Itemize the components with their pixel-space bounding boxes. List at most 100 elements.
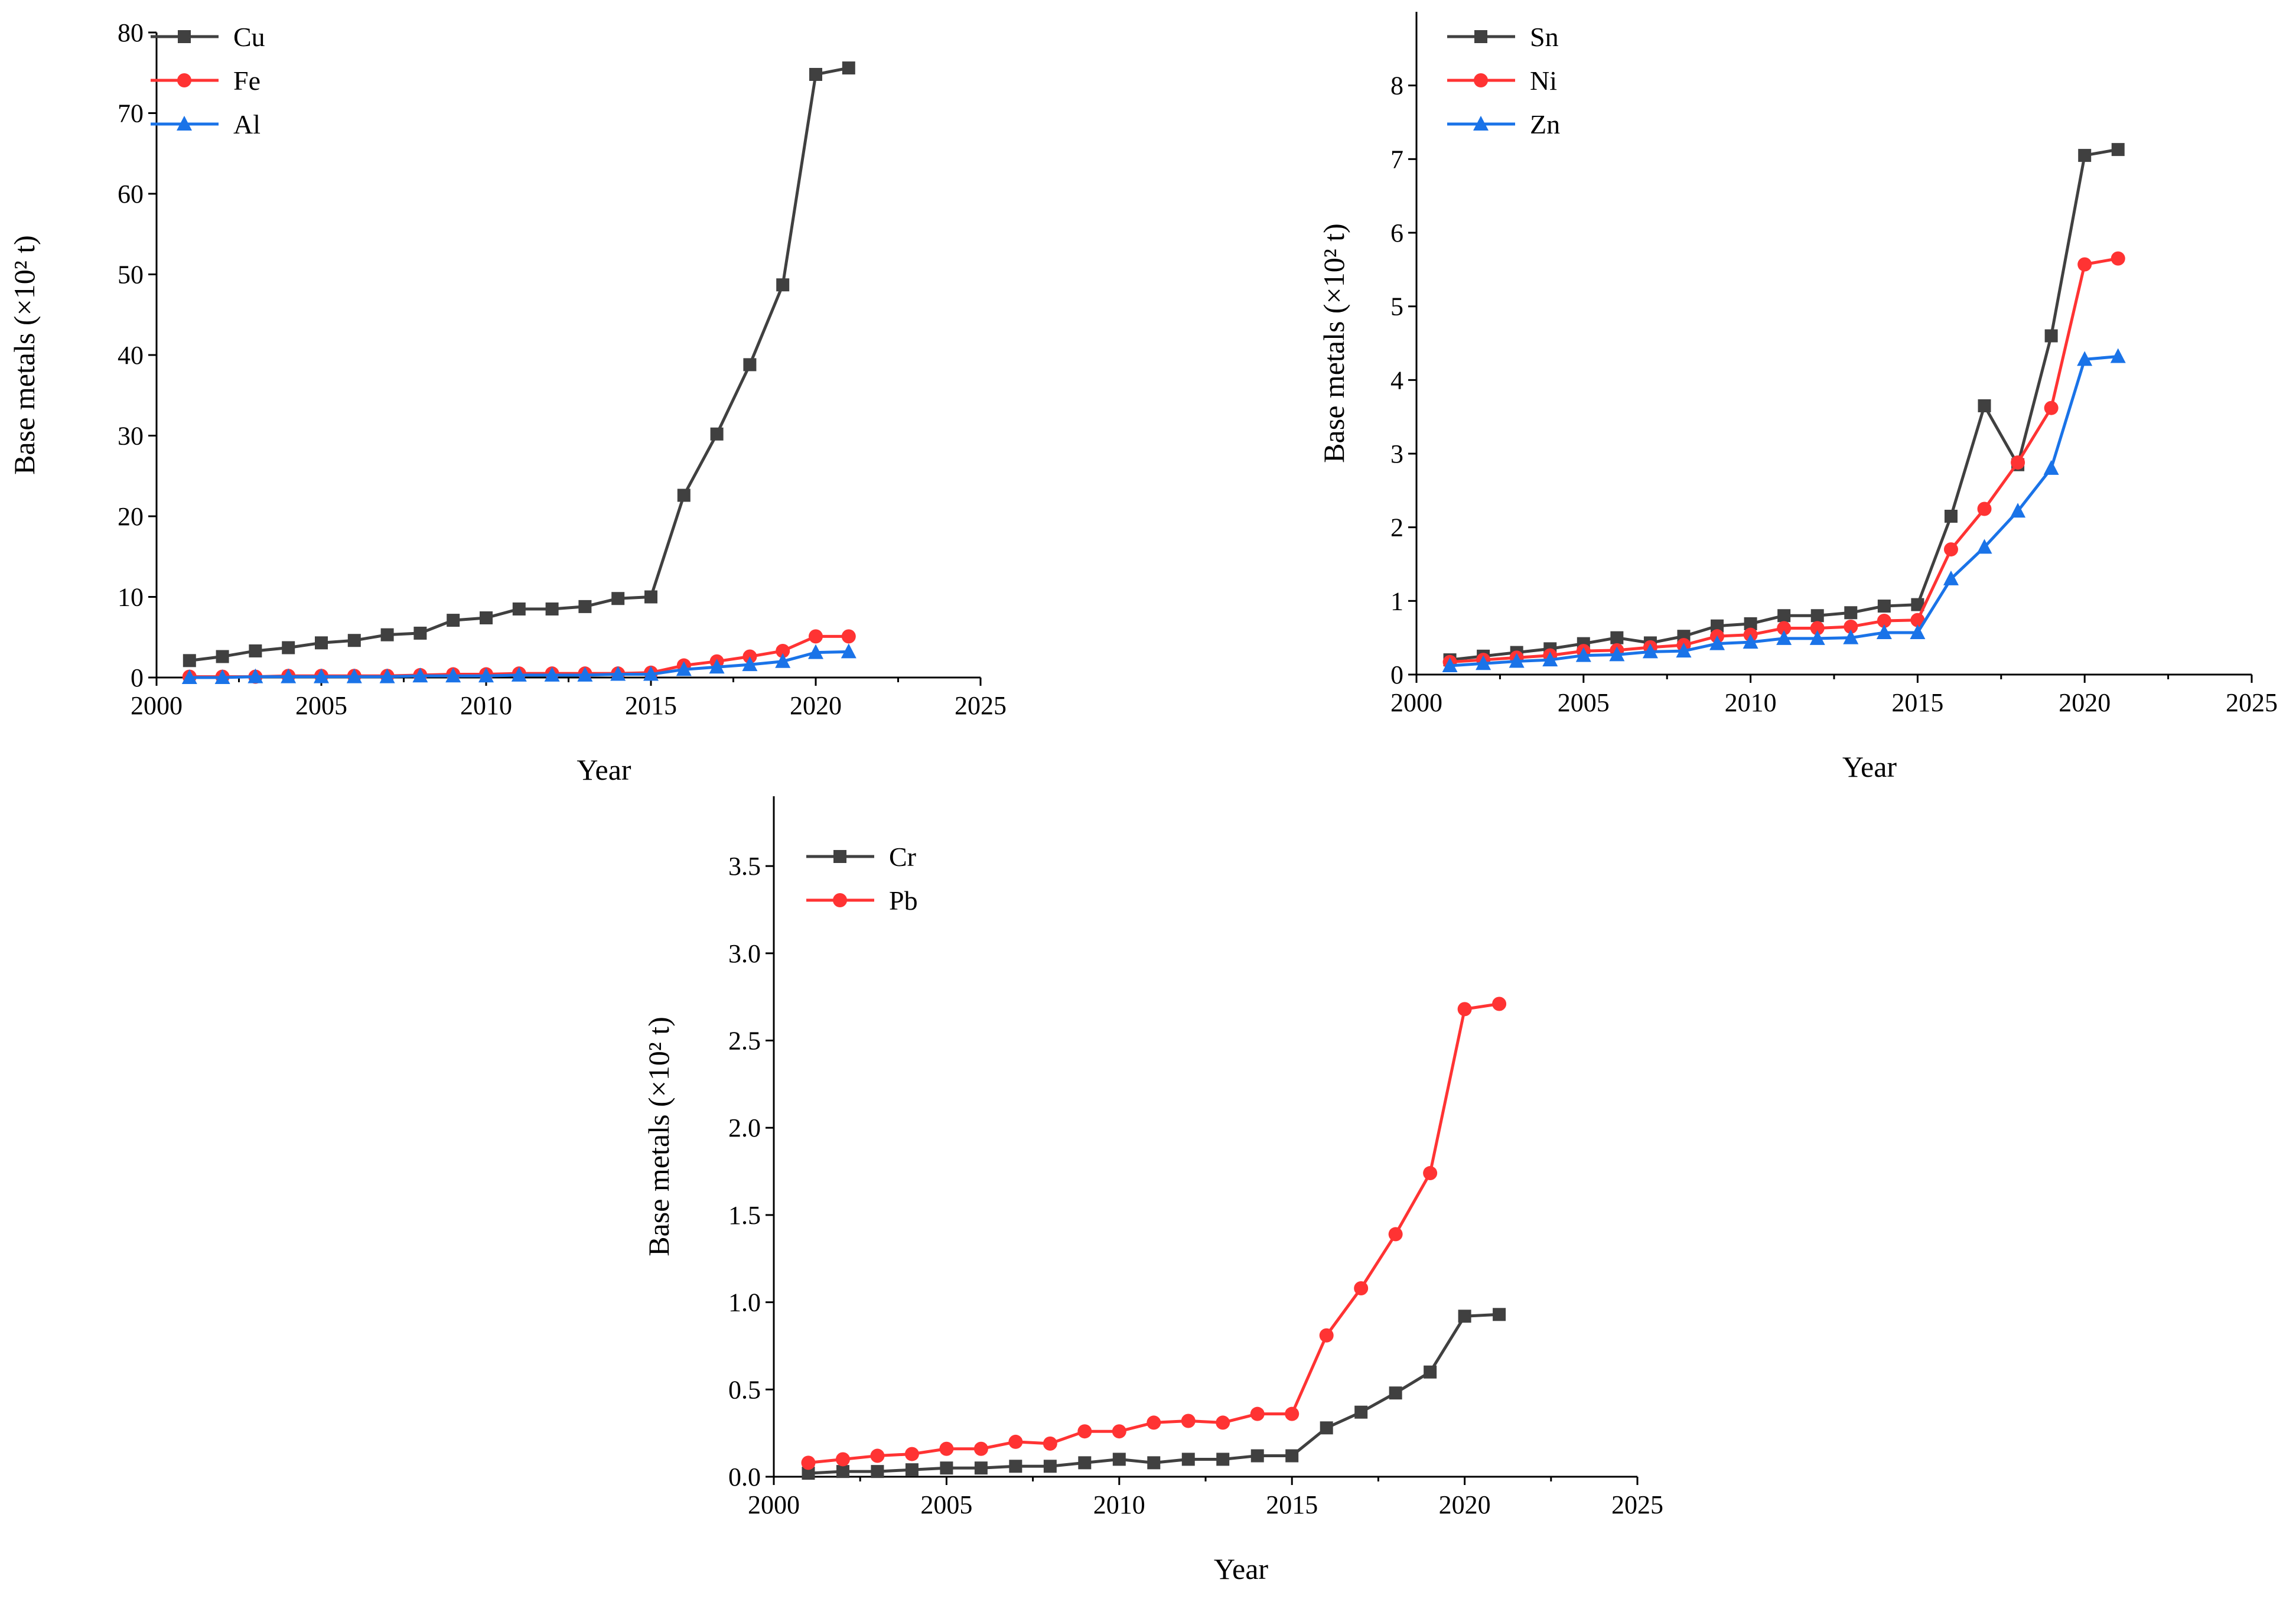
data-point-al: [709, 659, 725, 674]
data-point-ni: [1943, 542, 1958, 557]
data-point-al: [314, 668, 329, 683]
data-point-pb: [835, 1452, 850, 1467]
legend-marker-cr: [833, 850, 846, 863]
data-point-zn: [1676, 643, 1692, 658]
data-point-sn: [2111, 143, 2125, 157]
data-point-cu: [347, 634, 361, 647]
y-tick-label: 60: [118, 180, 144, 209]
data-point-ni: [1810, 621, 1825, 636]
legend-marker-al: [177, 116, 192, 131]
data-point-fe: [841, 629, 856, 644]
data-point-pb: [1319, 1328, 1334, 1343]
data-point-cu: [611, 592, 625, 605]
x-tick-label: 2020: [2059, 688, 2111, 717]
data-point-zn: [1709, 635, 1725, 650]
y-tick-label: 70: [118, 99, 144, 128]
y-tick-label: 80: [118, 18, 144, 47]
y-axis-title: Base metals (×10² t): [642, 1017, 675, 1256]
legend-marker-fe: [177, 73, 191, 87]
data-point-cr: [1216, 1453, 1230, 1466]
y-tick-label: 7: [1390, 145, 1403, 174]
data-point-pb: [1354, 1281, 1369, 1295]
y-tick-label: 2.5: [728, 1027, 761, 1056]
y-axis-title: Base metals (×10² t): [1317, 223, 1350, 463]
data-point-al: [742, 656, 758, 672]
legend-marker-pb: [833, 893, 847, 907]
data-point-zn: [2110, 348, 2126, 363]
x-tick-label: 2010: [460, 691, 512, 720]
data-point-al: [478, 667, 494, 683]
data-point-cu: [842, 61, 855, 75]
data-point-pb: [801, 1455, 816, 1470]
legend-marker-sn: [1474, 30, 1487, 43]
data-point-cu: [216, 650, 229, 663]
data-point-cr: [1424, 1365, 1437, 1379]
x-tick-label: 2010: [1093, 1490, 1145, 1519]
y-tick-label: 0.5: [728, 1375, 761, 1404]
data-point-al: [544, 666, 560, 682]
data-point-sn: [1978, 399, 1991, 412]
data-point-cu: [776, 278, 790, 292]
data-point-ni: [2111, 251, 2125, 266]
data-point-zn: [1642, 643, 1658, 659]
y-tick-label: 20: [118, 502, 144, 531]
data-point-zn: [1542, 652, 1558, 667]
legend-marker-cu: [178, 30, 191, 43]
x-tick-label: 2025: [955, 691, 1007, 720]
data-point-cr: [974, 1461, 988, 1475]
data-point-cu: [545, 602, 559, 615]
x-tick-label: 2025: [2226, 688, 2278, 717]
data-point-pb: [870, 1448, 885, 1463]
data-point-cr: [1043, 1460, 1057, 1473]
data-point-ni: [1977, 501, 1992, 516]
y-tick-label: 10: [118, 583, 144, 612]
chart-panel-sn-ni-zn: 2000 2005 2010 2015 2020 2025 0 1 2 3 4 5 6 7 8 Year Bas…: [1317, 12, 2278, 783]
data-point-cr: [940, 1461, 953, 1475]
x-tick-label: 2015: [1891, 688, 1943, 717]
data-point-cr: [1147, 1456, 1161, 1470]
data-point-cu: [282, 641, 295, 654]
data-point-pb: [1181, 1414, 1196, 1428]
data-point-cr: [1493, 1308, 1506, 1321]
data-point-al: [281, 668, 297, 683]
data-point-cr: [1112, 1453, 1126, 1466]
legend-label-cu: Cu: [233, 22, 265, 52]
data-point-sn: [1944, 509, 1958, 523]
data-point-cr: [802, 1467, 815, 1480]
data-point-al: [511, 666, 527, 682]
data-point-al: [643, 666, 659, 681]
data-point-pb: [1077, 1424, 1092, 1439]
data-point-sn: [2044, 329, 2058, 343]
data-point-ni: [2011, 455, 2025, 470]
data-point-al: [577, 666, 593, 682]
data-point-zn: [1809, 630, 1825, 645]
data-point-ni: [1844, 619, 1858, 634]
data-point-zn: [1509, 653, 1525, 668]
data-point-pb: [1147, 1415, 1161, 1430]
data-point-pb: [1457, 1002, 1472, 1017]
data-point-cr: [836, 1465, 849, 1478]
x-tick-label: 2010: [1725, 688, 1777, 717]
legend-label-pb: Pb: [889, 885, 918, 916]
data-point-zn: [1776, 630, 1792, 645]
data-point-cu: [249, 644, 262, 657]
y-tick-label: 40: [118, 341, 144, 370]
y-tick-label: 2: [1390, 513, 1403, 542]
data-point-ni: [2044, 400, 2059, 415]
data-point-cu: [480, 611, 493, 624]
data-point-cr: [1078, 1456, 1092, 1470]
data-point-cr: [905, 1463, 919, 1477]
data-point-zn: [1976, 539, 1992, 554]
data-point-al: [346, 668, 362, 683]
data-point-sn: [1744, 617, 1757, 630]
data-point-cu: [413, 626, 427, 640]
data-point-cu: [315, 636, 328, 650]
data-point-fe: [776, 643, 790, 658]
legend-label-fe: Fe: [233, 66, 260, 96]
x-tick-label: 2015: [1266, 1490, 1318, 1519]
x-tick-label: 2005: [1558, 688, 1610, 717]
data-point-zn: [2043, 460, 2059, 475]
chart-panel-cr-pb: 2000 2005 2010 2015 2020 2025 0.0 0.5 1.0 1.5 2.0 2…: [642, 796, 1663, 1585]
data-point-cu: [512, 602, 526, 615]
